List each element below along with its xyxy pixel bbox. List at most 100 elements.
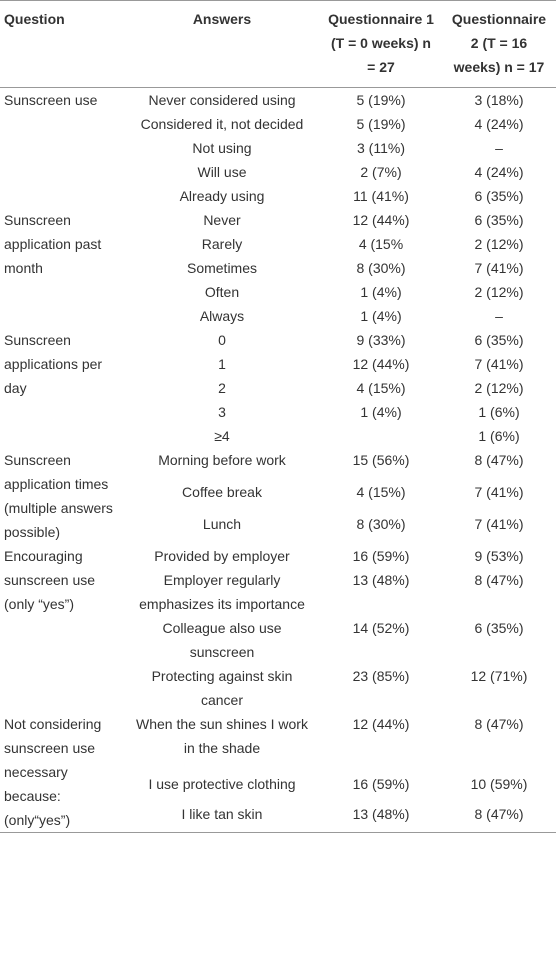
count-cell: 4 (24%) xyxy=(474,164,524,180)
count-cell: 1 (4%) xyxy=(360,284,402,300)
data-table: Question Answers Questionnaire 1 (T = 0 we… xyxy=(0,0,556,833)
count-cell: 8 (47%) xyxy=(474,716,524,732)
table-row: Lunch 8 (30%) 7 (41%) xyxy=(0,512,556,544)
table-row: Rarely 4 (15% 2 (12%) xyxy=(0,232,556,256)
answer-cell: Will use xyxy=(197,164,247,180)
count-cell: 12 (71%) xyxy=(470,668,528,684)
header-cell: Question xyxy=(4,11,65,27)
count-cell: 2 (12%) xyxy=(474,380,524,396)
table-row: Considered it, not decided 5 (19%) 4 (24%) xyxy=(0,112,556,136)
answer-cell: Colleague also use sunscreen xyxy=(162,620,282,660)
table-row: Always 1 (4%) – xyxy=(0,304,556,328)
count-cell: 6 (35%) xyxy=(474,332,524,348)
count-cell: 1 (4%) xyxy=(360,308,402,324)
question-cell: Sunscreen applications per day xyxy=(4,332,103,396)
table-row: 3 1 (4%) 1 (6%) xyxy=(0,400,556,424)
question-cell: Sunscreen application times (multiple an… xyxy=(4,452,113,540)
count-cell: 15 (56%) xyxy=(352,452,410,468)
table-row: ≥4 1 (6%) xyxy=(0,424,556,448)
answer-cell: Coffee break xyxy=(182,484,262,500)
answer-cell: Never considered using xyxy=(148,92,296,108)
count-cell: 12 (44%) xyxy=(352,716,410,732)
answer-cell: Provided by employer xyxy=(154,548,290,564)
answer-cell: 1 xyxy=(218,356,226,372)
answer-cell: Considered it, not decided xyxy=(140,116,304,132)
table-row: I use protective clothing 16 (59%) 10 (59%… xyxy=(0,772,556,802)
table-row: Not considering sunscreen use necessary … xyxy=(0,712,556,828)
answer-cell: 2 xyxy=(218,380,226,396)
table-row: Often 1 (4%) 2 (12%) xyxy=(0,280,556,304)
table-row: Will use 2 (7%) 4 (24%) xyxy=(0,160,556,184)
count-cell: 12 (44%) xyxy=(352,356,410,372)
count-cell: 16 (59%) xyxy=(352,775,410,792)
table-row: Employer regularly emphasizes its import… xyxy=(0,568,556,616)
answer-cell: I like tan skin xyxy=(181,805,263,822)
answer-cell: Employer regularly emphasizes its import… xyxy=(139,572,305,612)
table-row: 2 4 (15%) 2 (12%) xyxy=(0,376,556,400)
table-row: Sunscreen application past month Never 12 … xyxy=(0,208,556,276)
count-cell: 5 (19%) xyxy=(356,116,406,132)
count-cell: 2 (7%) xyxy=(360,164,402,180)
header-cell: Answers xyxy=(192,11,252,27)
header-cell: Questionnaire 2 (T = 16 weeks) n = 17 xyxy=(451,11,547,75)
table-row: Encouraging sunscreen use (only “yes”) Pr… xyxy=(0,544,556,612)
table-row: Already using 11 (41%) 6 (35%) xyxy=(0,184,556,208)
answer-cell: 3 xyxy=(218,404,226,420)
table-row: I like tan skin 13 (48%) 8 (47%) xyxy=(0,802,556,833)
count-cell: – xyxy=(495,140,503,156)
table-body: Sunscreen use Never considered using 5 (19… xyxy=(0,88,556,833)
table-row: Coffee break 4 (15%) 7 (41%) xyxy=(0,480,556,512)
count-cell: 16 (59%) xyxy=(352,548,410,564)
count-cell: 1 (6%) xyxy=(478,404,520,420)
answer-cell: I use protective clothing xyxy=(148,775,296,792)
count-cell: 4 (15%) xyxy=(356,380,406,396)
count-cell: 4 (15%) xyxy=(356,484,406,500)
answer-cell: Lunch xyxy=(202,516,242,532)
answer-cell: Rarely xyxy=(201,236,243,252)
question-cell: Sunscreen application past month xyxy=(4,212,102,276)
count-cell: 6 (35%) xyxy=(474,188,524,204)
answer-cell: Often xyxy=(204,284,240,300)
count-cell: 4 (15% xyxy=(358,236,404,252)
count-cell: 8 (30%) xyxy=(356,260,406,276)
count-cell: 8 (47%) xyxy=(474,805,524,822)
answer-cell: Morning before work xyxy=(158,452,286,468)
table-row: Protecting against skin cancer 23 (85%) 12… xyxy=(0,664,556,712)
answer-cell: Not using xyxy=(192,140,252,156)
count-cell: 3 (11%) xyxy=(357,140,405,156)
count-cell: 9 (53%) xyxy=(474,548,524,564)
count-cell: 13 (48%) xyxy=(352,805,410,822)
table-header: Question Answers Questionnaire 1 (T = 0 we… xyxy=(0,0,556,88)
table-row: 1 12 (44%) 7 (41%) xyxy=(0,352,556,376)
count-cell: – xyxy=(495,308,503,324)
table-row: Sunscreen use Never considered using 5 (19… xyxy=(0,88,556,113)
count-cell: 11 (41%) xyxy=(353,188,409,204)
count-cell: 8 (47%) xyxy=(474,452,524,468)
count-cell: 13 (48%) xyxy=(352,572,410,588)
count-cell xyxy=(320,424,442,448)
answer-cell: Already using xyxy=(179,188,265,204)
answer-cell: Sometimes xyxy=(186,260,258,276)
count-cell: 2 (12%) xyxy=(474,284,524,300)
count-cell: 7 (41%) xyxy=(474,260,524,276)
count-cell: 1 (4%) xyxy=(360,404,402,420)
question-cell: Sunscreen use xyxy=(4,92,98,108)
count-cell: 7 (41%) xyxy=(474,484,524,500)
count-cell: 8 (30%) xyxy=(356,516,406,532)
count-cell: 8 (47%) xyxy=(474,572,524,588)
answer-cell: Protecting against skin cancer xyxy=(151,668,293,708)
count-cell: 4 (24%) xyxy=(474,116,524,132)
answer-cell: Never xyxy=(203,212,241,228)
count-cell: 9 (33%) xyxy=(356,332,406,348)
question-cell: Encouraging sunscreen use (only “yes”) xyxy=(4,548,96,612)
count-cell: 6 (35%) xyxy=(474,620,524,636)
table-row: Sunscreen applications per day 0 9 (33%) 6 … xyxy=(0,328,556,396)
answer-cell: Always xyxy=(199,308,245,324)
answer-cell: When the sun shines I work in the shade xyxy=(136,716,308,756)
answer-cell: 0 xyxy=(218,332,226,348)
count-cell: 5 (19%) xyxy=(356,92,406,108)
count-cell: 10 (59%) xyxy=(470,775,528,792)
count-cell: 7 (41%) xyxy=(474,516,524,532)
count-cell: 7 (41%) xyxy=(474,356,524,372)
